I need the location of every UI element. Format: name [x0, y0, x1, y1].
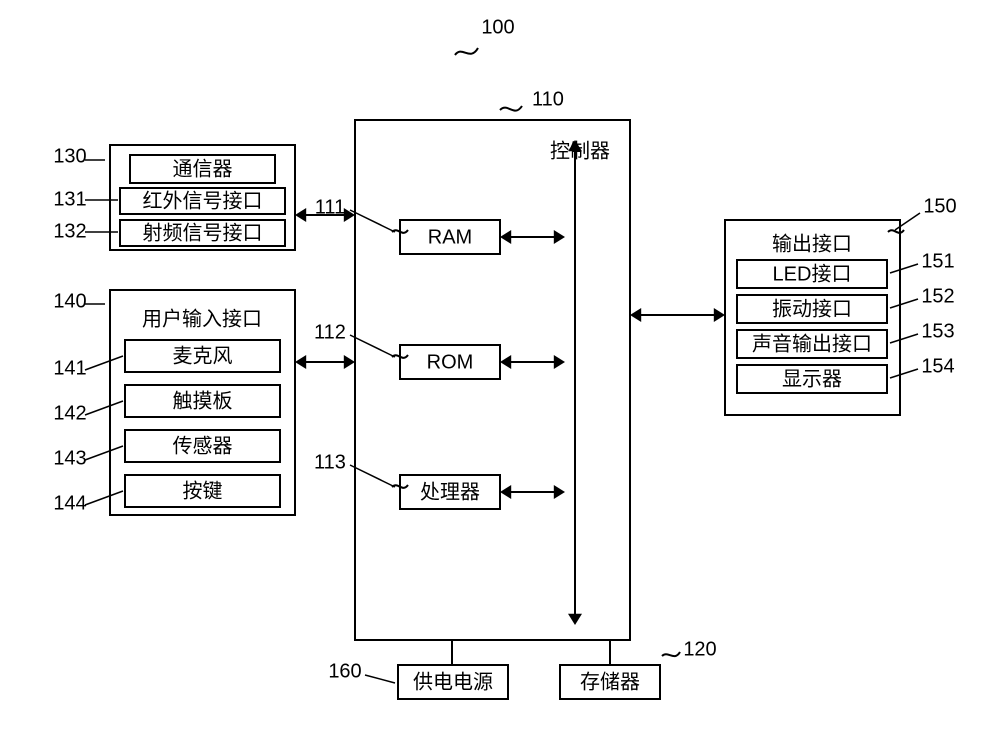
lead-144: [85, 491, 123, 505]
power-label: 供电电源: [413, 670, 493, 693]
lead-160: [365, 675, 395, 683]
comm-item-label-0: 红外信号接口: [143, 189, 263, 212]
user-input-title: 用户输入接口: [142, 307, 262, 330]
ref-112: 112: [314, 321, 346, 343]
output-title: 输出接口: [772, 232, 852, 255]
diagram-canvas: 100控制器110RAM111ROM112处理器113通信器130红外信号接口1…: [0, 0, 1000, 743]
output-item-label-2: 声音输出接口: [752, 332, 872, 355]
controller-item-label-2: 处理器: [420, 480, 480, 503]
comm-item-label-1: 射频信号接口: [143, 221, 263, 244]
output-item-label-0: LED接口: [773, 262, 852, 285]
ref-152: 152: [921, 285, 954, 307]
controller-item-label-1: ROM: [427, 351, 474, 373]
user-input-item-label-1: 触摸板: [173, 389, 233, 412]
user-input-item-label-3: 按键: [183, 479, 223, 502]
ref-131: 131: [53, 188, 86, 210]
ref-154: 154: [921, 355, 954, 377]
lead-143: [85, 446, 123, 460]
storage-label: 存储器: [580, 670, 640, 693]
ref-141: 141: [53, 357, 86, 379]
ref-144: 144: [53, 492, 86, 514]
ref-140: 140: [53, 290, 86, 312]
ref-151: 151: [921, 250, 954, 272]
lead-112: [350, 335, 395, 357]
ref-142: 142: [53, 402, 86, 424]
lead-113: [350, 465, 395, 487]
lead-154: [890, 369, 918, 378]
ref-150: 150: [923, 195, 956, 217]
ref-100: 100: [481, 16, 514, 38]
lead-142: [85, 401, 123, 415]
ref-110: 110: [532, 88, 564, 110]
lead-141: [85, 356, 123, 370]
ref-143: 143: [53, 447, 86, 469]
squiggle-110: [500, 106, 522, 111]
squiggle-120: [662, 652, 680, 656]
lead-153: [890, 334, 918, 343]
ref-130: 130: [53, 145, 86, 167]
squiggle-100: [455, 48, 478, 55]
comm-title: 通信器: [173, 157, 233, 180]
output-item-label-3: 显示器: [782, 368, 842, 390]
user-input-item-label-0: 麦克风: [173, 344, 233, 367]
ref-153: 153: [921, 320, 954, 342]
lead-150: [895, 213, 920, 230]
user-input-item-label-2: 传感器: [173, 434, 233, 457]
lead-111: [350, 210, 395, 232]
lead-152: [890, 299, 918, 308]
output-item-label-1: 振动接口: [772, 297, 852, 320]
squiggle-150: [888, 230, 904, 233]
ref-120: 120: [683, 638, 716, 660]
ref-132: 132: [53, 220, 86, 242]
ref-113: 113: [314, 451, 346, 473]
ref-160: 160: [328, 660, 361, 682]
controller-item-label-0: RAM: [428, 226, 472, 248]
lead-151: [890, 264, 918, 273]
